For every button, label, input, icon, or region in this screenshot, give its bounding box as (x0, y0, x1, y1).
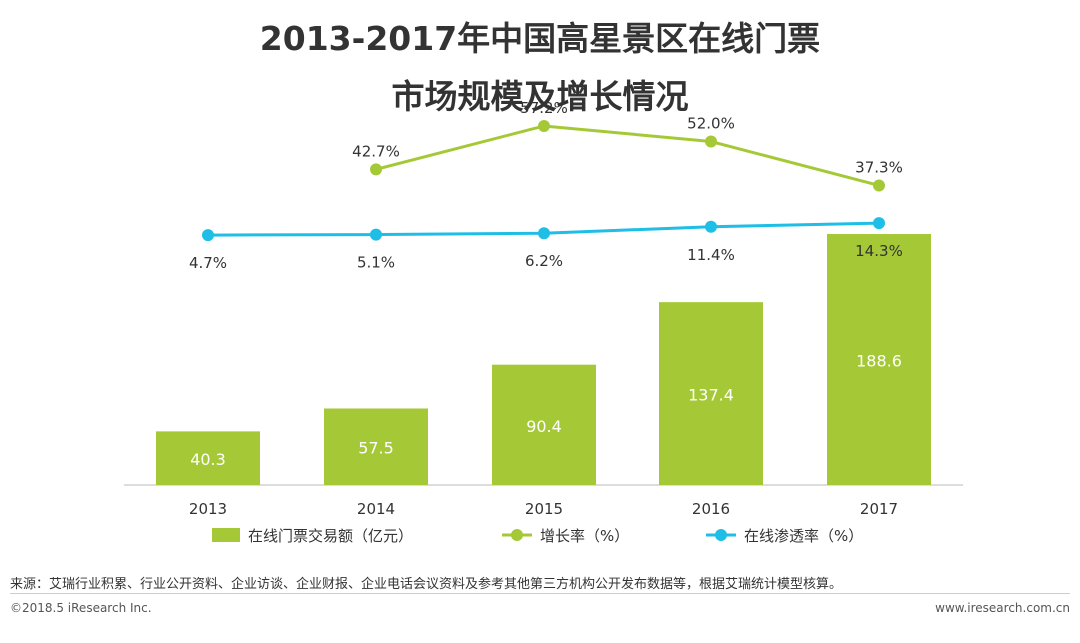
penetration-label-2016: 11.4% (687, 246, 735, 264)
growth-label-2016: 52.0% (687, 115, 735, 133)
penetration-point-2016 (705, 220, 717, 233)
penetration-label-2014: 5.1% (357, 254, 395, 272)
growth-point-2016 (705, 135, 717, 148)
penetration-point-2013 (202, 229, 214, 242)
bar-value-label-2016: 137.4 (688, 386, 734, 405)
bar-2017 (827, 234, 931, 485)
source-note: 来源：艾瑞行业积累、行业公开资料、企业访谈、企业财报、企业电话会议资料及参考其他… (10, 577, 843, 592)
bar-value-label-2015: 90.4 (526, 417, 562, 436)
growth-point-2017 (873, 179, 885, 192)
legend-bar-label: 在线门票交易额（亿元） (248, 527, 413, 545)
legend-penetration-label: 在线渗透率（%） (744, 527, 863, 545)
x-tick-label-2015: 2015 (525, 500, 563, 518)
legend-penetration-marker (715, 529, 727, 541)
x-tick-label-2013: 2013 (189, 500, 227, 518)
penetration-label-2015: 6.2% (525, 252, 563, 270)
x-tick-label-2016: 2016 (692, 500, 730, 518)
legend-bar-swatch (212, 528, 240, 542)
penetration-point-2017 (873, 217, 885, 230)
penetration-point-2015 (538, 227, 550, 240)
penetration-label-2013: 4.7% (189, 254, 227, 272)
penetration-label-2017: 14.3% (855, 242, 903, 260)
bar-value-label-2014: 57.5 (358, 439, 394, 458)
growth-line (375, 124, 880, 187)
x-tick-label-2017: 2017 (860, 500, 898, 518)
growth-label-2015: 57.2% (520, 99, 568, 117)
growth-label-2017: 37.3% (855, 158, 903, 176)
legend-growth-label: 增长率（%） (540, 527, 629, 545)
legend-growth-marker (511, 529, 523, 541)
copyright: ©2018.5 iResearch Inc. (10, 601, 152, 615)
website: www.iresearch.com.cn (935, 601, 1070, 615)
chart-title-line1: 2013-2017年中国高星景区在线门票 (259, 19, 821, 58)
bar-2016 (659, 302, 763, 485)
chart: 40.3 2013 57.5 2014 90.4 2015 137.4 2016 188.6 20… (124, 99, 963, 545)
bar-value-label-2013: 40.3 (190, 450, 226, 469)
growth-point-2014 (370, 163, 382, 176)
chart-title-line2: 市场规模及增长情况 (391, 77, 689, 116)
growth-label-2014: 42.7% (352, 142, 400, 160)
bar-2013 (156, 431, 260, 485)
growth-point-2015 (538, 119, 550, 132)
bar-value-label-2017: 188.6 (856, 352, 902, 371)
footer-divider (10, 593, 1070, 594)
x-tick-label-2014: 2014 (357, 500, 395, 518)
bar-2015 (492, 364, 596, 485)
bar-2014 (324, 408, 428, 485)
penetration-point-2014 (370, 228, 382, 241)
